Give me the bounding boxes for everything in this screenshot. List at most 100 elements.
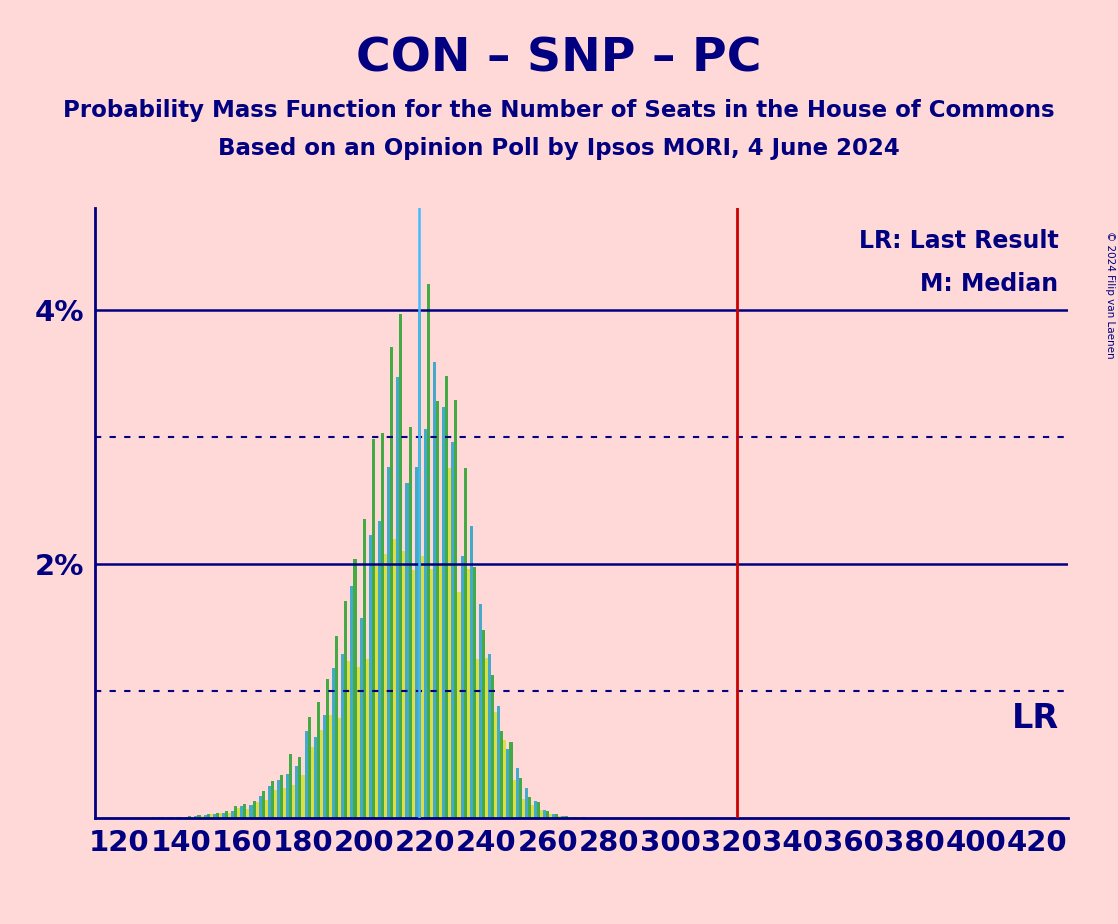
Bar [485,658,489,818]
Bar [482,629,485,818]
Bar [406,483,408,818]
Bar [479,604,482,818]
Bar [372,439,375,818]
Bar [515,768,519,818]
Bar [399,314,402,818]
Bar [506,749,510,818]
Bar [231,811,234,818]
Bar [498,706,501,818]
Text: LR: Last Result: LR: Last Result [859,229,1059,253]
Bar [262,791,265,818]
Bar [240,806,244,818]
Text: M: Median: M: Median [920,272,1059,296]
Bar [286,773,290,818]
Bar [524,788,528,818]
Bar [445,376,448,818]
Bar [408,427,411,818]
Bar [522,799,524,818]
Bar [249,805,253,818]
Bar [436,401,439,818]
Bar [216,813,219,818]
Bar [290,754,292,818]
Bar [470,526,473,818]
Bar [219,813,222,818]
Bar [427,285,430,818]
Bar [454,399,457,818]
Bar [258,796,262,818]
Bar [281,774,283,818]
Bar [341,654,344,818]
Bar [402,552,406,818]
Bar [537,802,540,818]
Bar [344,601,348,818]
Bar [188,816,191,818]
Bar [565,816,568,818]
Bar [299,757,302,818]
Bar [552,814,556,818]
Bar [179,817,182,818]
Bar [353,559,357,818]
Text: © 2024 Filip van Laenen: © 2024 Filip van Laenen [1106,231,1115,359]
Bar [501,731,503,818]
Bar [489,654,491,818]
Bar [366,659,369,818]
Bar [348,661,350,818]
Bar [390,346,394,818]
Bar [491,675,494,818]
Bar [357,667,360,818]
Bar [387,468,390,818]
Bar [534,800,537,818]
Bar [253,801,256,818]
Bar [246,808,249,818]
Bar [277,781,281,818]
Bar [381,432,385,818]
Bar [314,737,316,818]
Bar [182,817,186,818]
Bar [466,569,470,818]
Bar [198,815,200,818]
Bar [556,814,558,818]
Bar [225,811,228,818]
Bar [512,781,515,818]
Bar [210,814,212,818]
Bar [558,816,561,818]
Bar [375,566,378,818]
Bar [237,808,240,818]
Bar [439,565,443,818]
Bar [543,809,547,818]
Bar [362,518,366,818]
Bar [420,556,424,818]
Bar [360,618,362,818]
Bar [195,816,198,818]
Bar [326,678,329,818]
Bar [510,742,512,818]
Bar [186,817,188,818]
Bar [274,790,277,818]
Bar [473,567,476,818]
Bar [228,813,231,818]
Bar [540,809,543,818]
Bar [396,377,399,818]
Bar [323,715,326,818]
Bar [350,587,353,818]
Bar [424,429,427,818]
Text: CON – SNP – PC: CON – SNP – PC [357,37,761,82]
Bar [531,805,534,818]
Bar [385,553,387,818]
Text: Probability Mass Function for the Number of Seats in the House of Commons: Probability Mass Function for the Number… [64,99,1054,122]
Bar [549,814,552,818]
Bar [339,718,341,818]
Bar [528,797,531,818]
Bar [461,556,464,818]
Bar [519,778,522,818]
Bar [457,592,461,818]
Bar [200,816,203,818]
Bar [329,715,332,818]
Text: LR: LR [1012,702,1059,735]
Bar [411,570,415,818]
Bar [418,311,420,818]
Bar [378,521,381,818]
Bar [320,730,323,818]
Bar [207,814,210,818]
Bar [430,568,433,818]
